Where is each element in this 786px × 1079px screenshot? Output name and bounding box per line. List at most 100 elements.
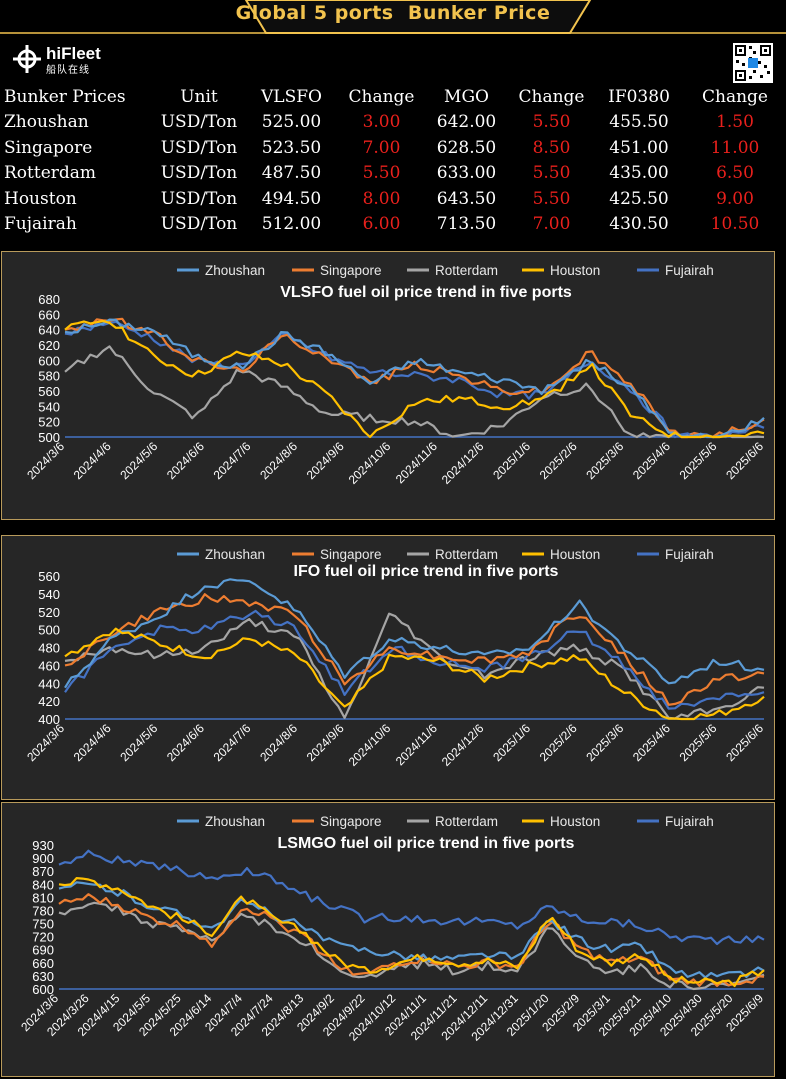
table-cell: 8.00: [362, 188, 401, 209]
x-tick-label: 2025/5/6: [677, 721, 720, 764]
series-line-zhoushan: [64, 578, 765, 689]
y-tick-label: 600: [38, 353, 60, 368]
legend-item-rotterdam: Rotterdam: [407, 547, 498, 562]
table-cell: 7.00: [362, 137, 401, 158]
y-tick-label: 870: [32, 864, 54, 879]
y-tick-label: 460: [38, 658, 60, 673]
port-name: Zhoushan: [4, 112, 89, 133]
legend-item-fujairah: Fujairah: [637, 263, 714, 278]
legend-item-houston: Houston: [522, 814, 600, 829]
legend-item-houston: Houston: [522, 263, 600, 278]
port-name: Rotterdam: [4, 163, 97, 184]
vlsfo-chart-panel: Zhoushan Singapore Rotterdam Houston Fujaira…: [1, 251, 775, 520]
table-cell: 512.00: [261, 214, 322, 235]
column-header: MGO: [444, 86, 489, 107]
x-tick-label: 2025/2/6: [537, 439, 580, 482]
table-cell: 642.00: [436, 112, 497, 133]
table-row: Fujairah USD/Ton 512.00 6.00 713.50 7.00 430.5…: [0, 212, 786, 238]
x-tick-label: 2024/4/6: [71, 721, 114, 764]
x-tick-label: 2024/10/6: [346, 439, 394, 487]
x-tick-label: 2024/12/6: [439, 439, 487, 487]
column-header: Bunker Prices: [4, 86, 126, 107]
table-row: Houston USD/Ton 494.50 8.00 643.50 5.50 425.50…: [0, 186, 786, 212]
x-tick-label: 2025/3/6: [583, 721, 626, 764]
qr-code-icon: [733, 43, 773, 83]
hifleet-logo: hiFleet 船队在线: [12, 44, 122, 76]
chart-title: IFO fuel oil price trend in five ports: [294, 563, 559, 580]
legend-label: Fujairah: [665, 547, 714, 562]
series-line-houston: [58, 876, 765, 988]
table-cell: 425.50: [609, 188, 669, 209]
column-header: Unit: [180, 86, 218, 107]
legend-label: Rotterdam: [435, 547, 498, 562]
column-header: IF0380: [608, 86, 670, 107]
x-tick-label: 2025/2/6: [537, 721, 580, 764]
table-cell: 8.50: [532, 137, 571, 158]
y-tick-label: 600: [32, 982, 54, 997]
column-header: Change: [518, 86, 585, 107]
legend-label: Fujairah: [665, 263, 714, 278]
table-cell: USD/Ton: [160, 214, 238, 235]
table-cell: 9.00: [716, 188, 754, 209]
table-cell: 11.00: [710, 137, 760, 158]
vlsfo-chart: Zhoushan Singapore Rotterdam Houston Fujaira…: [24, 263, 766, 487]
y-tick-label: 540: [38, 587, 60, 602]
legend-label: Rotterdam: [435, 263, 498, 278]
chart-title: LSMGO fuel oil price trend in five ports: [278, 835, 575, 852]
y-tick-label: 560: [38, 569, 60, 584]
table-cell: 1.50: [716, 112, 754, 133]
y-tick-label: 660: [32, 956, 54, 971]
x-tick-label: 2025/4/6: [630, 721, 673, 764]
table-cell: 6.50: [716, 163, 754, 184]
legend-label: Singapore: [320, 547, 382, 562]
y-tick-label: 840: [32, 877, 54, 892]
bunker-price-table: Bunker Prices Unit VLSFO Change MGO Change IF0…: [0, 84, 786, 237]
table-cell: 5.50: [532, 112, 571, 133]
y-tick-label: 540: [38, 399, 60, 414]
port-name: Fujairah: [4, 214, 77, 235]
x-tick-label: 2025/4/6: [630, 439, 673, 482]
legend-item-houston: Houston: [522, 547, 600, 562]
series-line-zhoushan: [64, 318, 765, 439]
y-tick-label: 400: [38, 712, 60, 727]
table-cell: 5.50: [362, 163, 401, 184]
table-cell: USD/Ton: [160, 137, 238, 158]
legend-label: Houston: [550, 547, 600, 562]
y-tick-label: 640: [38, 323, 60, 338]
x-tick-label: 2025/3/6: [583, 439, 626, 482]
chart-title: VLSFO fuel oil price trend in five ports: [280, 284, 572, 301]
series-line-houston: [64, 319, 765, 439]
logo-subtitle: 船队在线: [46, 65, 90, 76]
banner-frame: [0, 0, 786, 34]
y-tick-label: 780: [32, 903, 54, 918]
legend-label: Zhoushan: [205, 547, 265, 562]
series-line-zhoushan: [58, 881, 765, 979]
port-name: Singapore: [4, 137, 93, 158]
ship-wheel-icon: [13, 45, 41, 73]
y-tick-label: 680: [38, 292, 60, 307]
x-tick-label: 2024/8/6: [257, 721, 300, 764]
x-tick-label: 2024/6/6: [164, 439, 207, 482]
x-tick-label: 2024/4/6: [71, 439, 114, 482]
x-tick-label: 2024/7/6: [211, 721, 254, 764]
table-header-row: Bunker Prices Unit VLSFO Change MGO Change IF0…: [0, 84, 786, 110]
table-cell: 628.50: [436, 137, 497, 158]
x-tick-label: 2024/10/6: [346, 721, 394, 769]
lsmgo-chart-panel: Zhoushan Singapore Rotterdam Houston Fujaira…: [1, 802, 775, 1077]
y-tick-label: 620: [38, 338, 60, 353]
y-tick-label: 690: [32, 943, 54, 958]
legend-label: Houston: [550, 814, 600, 829]
table-cell: 494.50: [261, 188, 322, 209]
table-row: Singapore USD/Ton 523.50 7.00 628.50 8.50 451.…: [0, 135, 786, 161]
y-tick-label: 630: [32, 969, 54, 984]
x-tick-label: 2024/5/6: [117, 721, 160, 764]
table-cell: USD/Ton: [160, 163, 238, 184]
port-name: Houston: [4, 188, 77, 209]
page-title: Global 5 ports Bunker Price: [235, 2, 551, 24]
logo-name: hiFleet: [46, 44, 101, 63]
y-tick-label: 750: [32, 917, 54, 932]
legend-item-fujairah: Fujairah: [637, 547, 714, 562]
legend-label: Houston: [550, 263, 600, 278]
legend-label: Rotterdam: [435, 814, 498, 829]
ifo-chart: Zhoushan Singapore Rotterdam Houston Fujaira…: [24, 547, 766, 769]
